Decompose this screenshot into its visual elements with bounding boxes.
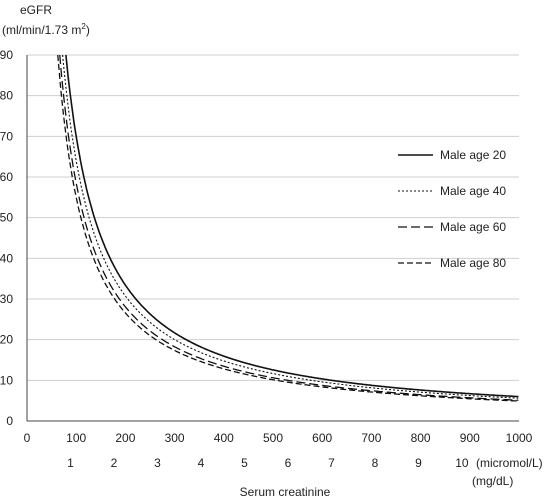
legend-label: Male age 40 (440, 184, 506, 198)
series-line-4 (57, 54, 519, 402)
x-units-primary: (micromol/L) (476, 456, 543, 470)
series-line-1 (65, 54, 519, 398)
secondary-x-tick-label: 4 (198, 456, 205, 470)
y-tick-label: 10 (0, 373, 13, 387)
secondary-x-tick-label: 2 (111, 456, 118, 470)
y-tick-label: 20 (0, 333, 13, 347)
series-line-2 (62, 54, 519, 399)
y-tick-label: 90 (0, 48, 13, 62)
y-axis-units-main: (ml/min/1.73 m (2, 23, 81, 37)
y-axis-units-end: ) (86, 23, 90, 37)
y-tick-label: 30 (0, 292, 13, 306)
x-tick-label: 0 (24, 431, 31, 445)
secondary-x-tick-label: 3 (154, 456, 161, 470)
x-units-secondary: (mg/dL) (472, 474, 513, 488)
x-tick-label: 700 (361, 431, 381, 445)
x-tick-label: 800 (411, 431, 431, 445)
series-lines (57, 54, 519, 402)
legend-label: Male age 80 (440, 256, 506, 270)
y-axis-title: eGFR (20, 3, 52, 17)
y-axis-units: (ml/min/1.73 m2) (2, 22, 90, 37)
x-axis-title: Serum creatinine (240, 485, 331, 499)
gridlines (26, 54, 519, 422)
x-tick-labels: 0 100 200 300 400 500 600 700 800 900 1000 (24, 431, 533, 445)
x-tick-label: 600 (312, 431, 332, 445)
x-tick-label: 100 (66, 431, 86, 445)
y-tick-label: 60 (0, 170, 13, 184)
y-tick-labels: 0 10 20 30 40 50 60 70 80 90 (0, 48, 13, 428)
y-tick-label: 40 (0, 251, 13, 265)
x-tick-label: 300 (165, 431, 185, 445)
secondary-x-tick-label: 5 (241, 456, 248, 470)
x-tick-label: 400 (214, 431, 234, 445)
x-tick-label: 1000 (506, 431, 533, 445)
secondary-x-tick-label: 6 (285, 456, 292, 470)
y-tick-label: 0 (6, 414, 13, 428)
secondary-x-tick-labels: 1 2 3 4 5 6 7 8 9 10 (67, 456, 469, 470)
legend-label: Male age 20 (440, 148, 506, 162)
y-axis-units-superscript: 2 (81, 22, 86, 31)
x-tick-label: 200 (115, 431, 135, 445)
x-tick-label: 900 (460, 431, 480, 445)
x-tick-label: 500 (263, 431, 283, 445)
y-tick-label: 50 (0, 211, 13, 225)
legend: Male age 20 Male age 40 Male age 60 Male ag… (398, 148, 506, 270)
legend-label: Male age 60 (440, 220, 506, 234)
secondary-x-tick-label: 8 (372, 456, 379, 470)
secondary-x-tick-label: 10 (455, 456, 469, 470)
secondary-x-tick-label: 7 (328, 456, 335, 470)
y-tick-label: 80 (0, 89, 13, 103)
secondary-x-tick-label: 9 (415, 456, 422, 470)
secondary-x-tick-label: 1 (67, 456, 74, 470)
y-tick-label: 70 (0, 129, 13, 143)
series-line-3 (59, 54, 519, 401)
